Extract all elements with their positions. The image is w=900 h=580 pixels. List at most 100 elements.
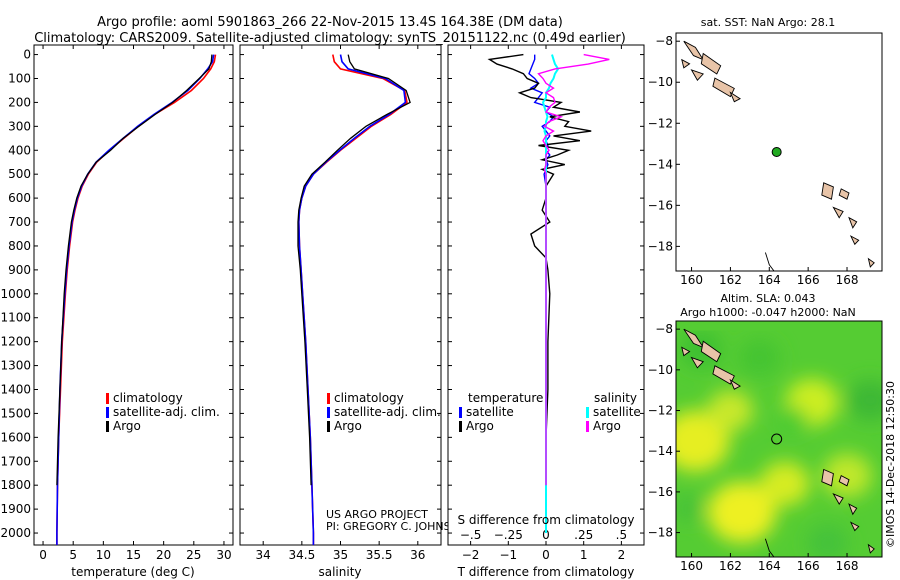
salinity-panel: 34 34.5 35 35.5 36 climatologysatellite-adj.… [239, 44, 467, 579]
legend-swatch [586, 421, 589, 432]
legend-swatch [459, 421, 462, 432]
sla-blob [822, 453, 872, 498]
sst-map: sat. SST: NaN Argo: 28.1 160 162 164 166 168… [648, 16, 883, 287]
legend-title-temperature: temperature [468, 391, 543, 405]
depth-tick-label: 900 [8, 263, 31, 277]
depth-tick-label: 1800 [0, 478, 31, 492]
sla-blob [760, 461, 810, 506]
lat-tick-label: −10 [648, 75, 673, 89]
lat-tick-label: −10 [648, 363, 673, 377]
depth-tick-label: 800 [8, 239, 31, 253]
depth-tick-label: 400 [8, 143, 31, 157]
island-shape [729, 378, 741, 390]
island-shape [712, 77, 735, 98]
sla-blob [806, 524, 849, 557]
depth-axis-labels: 0 100 200 300 400 500 600 700 800 900 1000 1100 1200… [0, 48, 31, 540]
lon-tick-label: 160 [680, 559, 703, 573]
series-line-satellite-adj-clim- [297, 54, 407, 545]
sla-blob [847, 379, 882, 421]
legend-label: Argo [593, 419, 621, 433]
lat-tick-label: −8 [655, 34, 673, 48]
x-tick-label: 2 [618, 548, 626, 562]
x-tick-label: 34 [256, 548, 271, 562]
series-line-argo [56, 54, 213, 486]
x-tick-label: 34.5 [288, 548, 315, 562]
depth-tick-label: 1000 [0, 287, 31, 301]
lon-tick-label: 160 [680, 273, 703, 287]
x-tick-label: 35 [333, 548, 348, 562]
reef-outline [764, 252, 775, 271]
sla-blob [676, 494, 703, 522]
island-shape [867, 543, 875, 554]
lat-tick-label: −12 [648, 404, 673, 418]
x-tick-label: 0 [542, 548, 550, 562]
island-shape [712, 365, 735, 385]
legend-label: climatology [334, 391, 404, 405]
depth-tick-label: 200 [8, 95, 31, 109]
pi-credit: PI: GREGORY C. JOHNSON [326, 520, 467, 533]
figure-title-line2: Climatology: CARS2009. Satellite-adjuste… [34, 31, 626, 46]
lat-tick-label: −8 [655, 322, 673, 336]
depth-tick-label: 2000 [0, 526, 31, 540]
island-shape [867, 257, 875, 268]
legend-label: Argo [466, 419, 494, 433]
series-line-argo [297, 54, 411, 486]
legend-swatch [459, 407, 462, 418]
island-shape [849, 521, 860, 532]
lon-tick-label: 168 [836, 559, 859, 573]
depth-tick-label: 600 [8, 191, 31, 205]
lon-tick-label: 166 [797, 273, 820, 287]
lat-tick-label: −14 [648, 444, 673, 458]
legend-label: satellite [466, 405, 514, 419]
island-shape [838, 474, 850, 487]
x-tick-label: 1 [580, 548, 588, 562]
sla-map-title: Altim. SLA: 0.043 [720, 292, 815, 305]
series-line-t-argo [487, 53, 592, 486]
salinity-difference-label: S difference from climatology [458, 513, 635, 527]
lon-tick-label: 164 [758, 559, 781, 573]
lat-tick-label: −12 [648, 116, 673, 130]
lon-tick-label: 162 [719, 559, 742, 573]
x-tick-label: 25 [186, 548, 201, 562]
depth-tick-label: 300 [8, 119, 31, 133]
depth-tick-label: 700 [8, 215, 31, 229]
x2-tick-label: 0 [542, 528, 550, 542]
depth-tick-label: 1100 [0, 311, 31, 325]
float-position-marker [771, 147, 782, 157]
depth-tick-label: 500 [8, 167, 31, 181]
lon-tick-label: 162 [719, 273, 742, 287]
legend-swatch [327, 393, 330, 404]
lon-tick-label: 166 [797, 559, 820, 573]
lat-tick-label: −18 [648, 239, 673, 253]
sla-blob [707, 390, 754, 431]
sla-blob [738, 338, 781, 377]
x-tick-label: −1 [499, 548, 517, 562]
lon-tick-label: 164 [758, 273, 781, 287]
lat-tick-label: −16 [648, 198, 673, 212]
x-tick-label: 36 [410, 548, 425, 562]
x-tick-label: 10 [96, 548, 111, 562]
x-tick-label: 30 [216, 548, 231, 562]
depth-tick-label: 0 [23, 48, 31, 62]
difference-panel: −2 −1 0 1 2 −.5 −.25 0 .25 .5 temperature salinity… [447, 44, 645, 579]
x2-tick-label: −.5 [460, 528, 482, 542]
x2-tick-label: .5 [616, 528, 627, 542]
sla-map: Altim. SLA: 0.043 Argo h1000: -0.047 h20… [648, 292, 883, 573]
x2-tick-label: −.25 [494, 528, 523, 542]
legend-swatch [327, 407, 330, 418]
depth-tick-label: 1900 [0, 502, 31, 516]
legend-swatch [586, 407, 589, 418]
x-tick-label: 15 [126, 548, 141, 562]
temperature-difference-label: T difference from climatology [457, 565, 635, 579]
island-shape [821, 468, 834, 487]
island-shape [681, 58, 691, 69]
island-shape [832, 206, 844, 219]
x-tick-label: 5 [69, 548, 77, 562]
temperature-x-label: temperature (deg C) [71, 565, 194, 579]
lon-tick-label: 168 [836, 273, 859, 287]
legend-swatch [106, 407, 109, 418]
depth-tick-label: 1500 [0, 406, 31, 420]
legend-label: satellite-adj. clim. [113, 405, 220, 419]
island-shape [681, 346, 691, 357]
